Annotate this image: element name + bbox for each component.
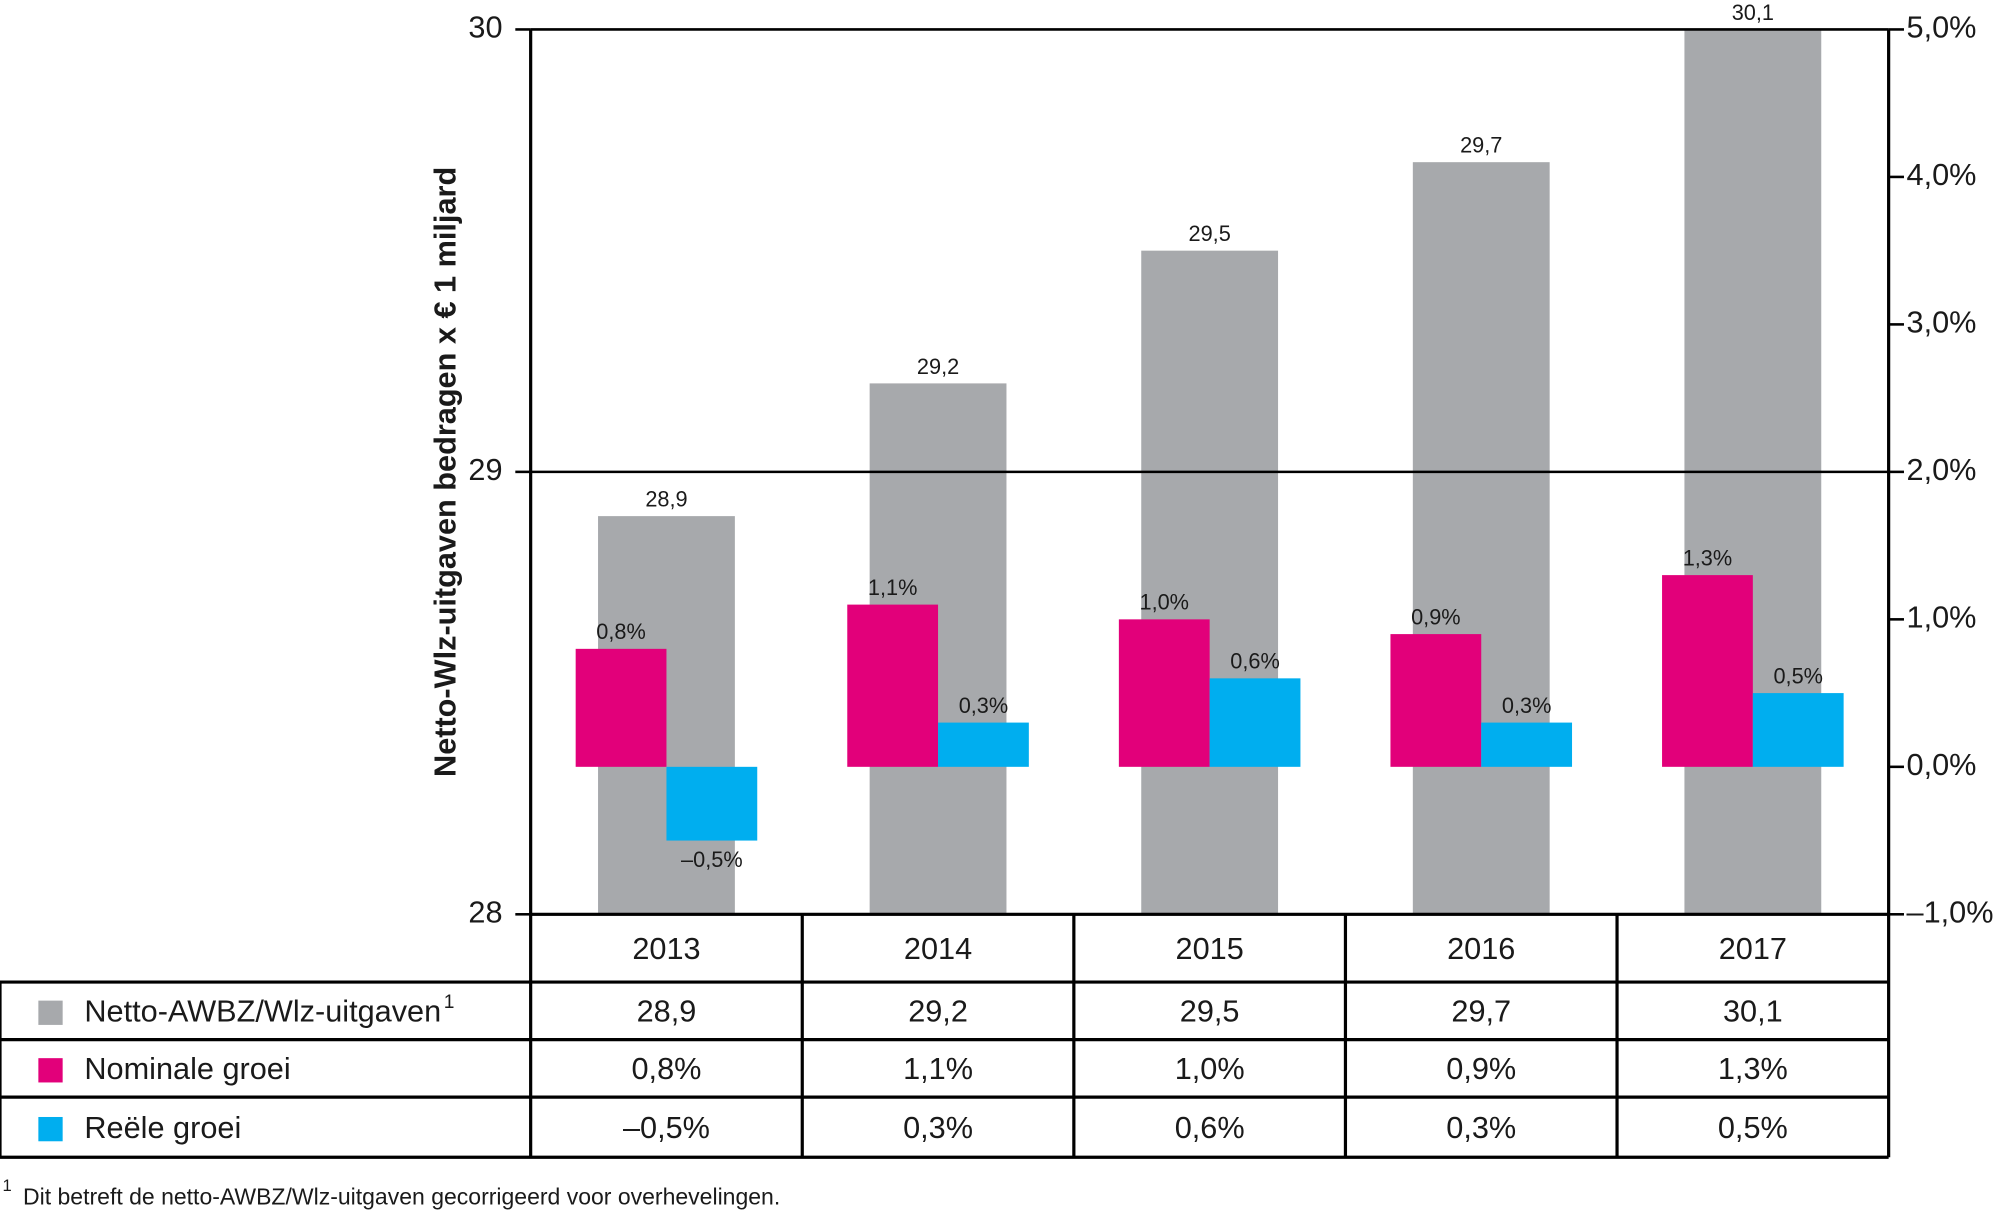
bar — [1209, 678, 1301, 767]
table-cell: 1,3% — [1718, 1051, 1788, 1086]
data-label: 28,9 — [645, 487, 687, 512]
data-label: 1,3% — [1683, 545, 1733, 570]
bar — [1390, 634, 1482, 767]
bar — [575, 648, 667, 767]
data-label: 0,5% — [1773, 663, 1823, 688]
table-cell: 0,5% — [1718, 1110, 1788, 1145]
data-label: 29,2 — [917, 354, 959, 379]
y2-tick-label: 2,0% — [1907, 452, 1977, 487]
data-label: –0,5% — [681, 847, 743, 872]
bar — [1752, 693, 1844, 767]
bar — [1118, 619, 1210, 767]
table-cell: 0,3% — [1446, 1110, 1516, 1145]
bar — [1662, 575, 1753, 767]
bar — [938, 722, 1029, 767]
table-cell: –0,5% — [623, 1110, 710, 1145]
bar — [847, 604, 939, 767]
data-label: 29,7 — [1460, 133, 1502, 158]
legend-label: Nominale groei — [84, 1051, 290, 1086]
legend-swatch — [38, 1058, 63, 1083]
x-tick-label: 2014 — [904, 931, 972, 966]
y-tick-label: 29 — [468, 452, 502, 487]
data-label: 1,0% — [1139, 590, 1189, 615]
table-cell: 29,5 — [1180, 994, 1240, 1029]
x-tick-label: 2015 — [1176, 931, 1244, 966]
table-cell: 29,2 — [908, 994, 968, 1029]
bar — [666, 766, 758, 841]
y2-tick-label: –1,0% — [1907, 894, 1994, 929]
y2-tick-label: 0,0% — [1907, 747, 1977, 782]
y2-tick-label: 1,0% — [1907, 599, 1977, 634]
table-cell: 29,7 — [1451, 994, 1511, 1029]
legend-footnote-marker: 1 — [444, 992, 455, 1013]
data-label: 0,3% — [1502, 693, 1552, 718]
y-tick-label: 28 — [468, 894, 502, 929]
x-tick-label: 2016 — [1447, 931, 1515, 966]
data-label: 0,9% — [1411, 604, 1461, 629]
x-tick-label: 2017 — [1719, 931, 1787, 966]
table-cell: 30,1 — [1723, 994, 1783, 1029]
bar — [1481, 722, 1573, 767]
data-label: 29,5 — [1189, 221, 1231, 246]
table-cell: 0,3% — [903, 1110, 973, 1145]
y2-tick-label: 5,0% — [1907, 10, 1977, 45]
table-cell: 1,0% — [1175, 1051, 1245, 1086]
footnote: Dit betreft de netto-AWBZ/Wlz-uitgaven g… — [23, 1183, 780, 1209]
table-cell: 0,6% — [1175, 1110, 1245, 1145]
footnote-marker: 1 — [3, 1176, 12, 1195]
data-label: 0,6% — [1230, 649, 1280, 674]
data-label: 30,1 — [1732, 0, 1774, 25]
legend-swatch — [38, 1000, 63, 1025]
bar — [1412, 162, 1550, 915]
legend-label: Netto-AWBZ/Wlz-uitgaven — [84, 994, 441, 1029]
table-cell: 28,9 — [637, 994, 697, 1029]
legend-swatch — [38, 1116, 63, 1142]
legend-label: Reële groei — [84, 1110, 241, 1145]
table-cell: 0,9% — [1446, 1051, 1516, 1086]
y-tick-label: 30 — [468, 10, 502, 45]
y2-tick-label: 3,0% — [1907, 305, 1977, 340]
data-label: 0,8% — [596, 619, 646, 644]
bar — [1684, 29, 1822, 915]
data-label: 0,3% — [959, 693, 1009, 718]
y-axis-title: Netto-Wlz-uitgaven bedragen x € 1 miljar… — [428, 167, 463, 777]
table-cell: 1,1% — [903, 1051, 973, 1086]
x-tick-label: 2013 — [632, 931, 700, 966]
data-label: 1,1% — [868, 575, 918, 600]
table-cell: 0,8% — [631, 1051, 701, 1086]
bar — [1141, 250, 1279, 915]
bars — [575, 29, 1844, 915]
y2-tick-label: 4,0% — [1907, 157, 1977, 192]
